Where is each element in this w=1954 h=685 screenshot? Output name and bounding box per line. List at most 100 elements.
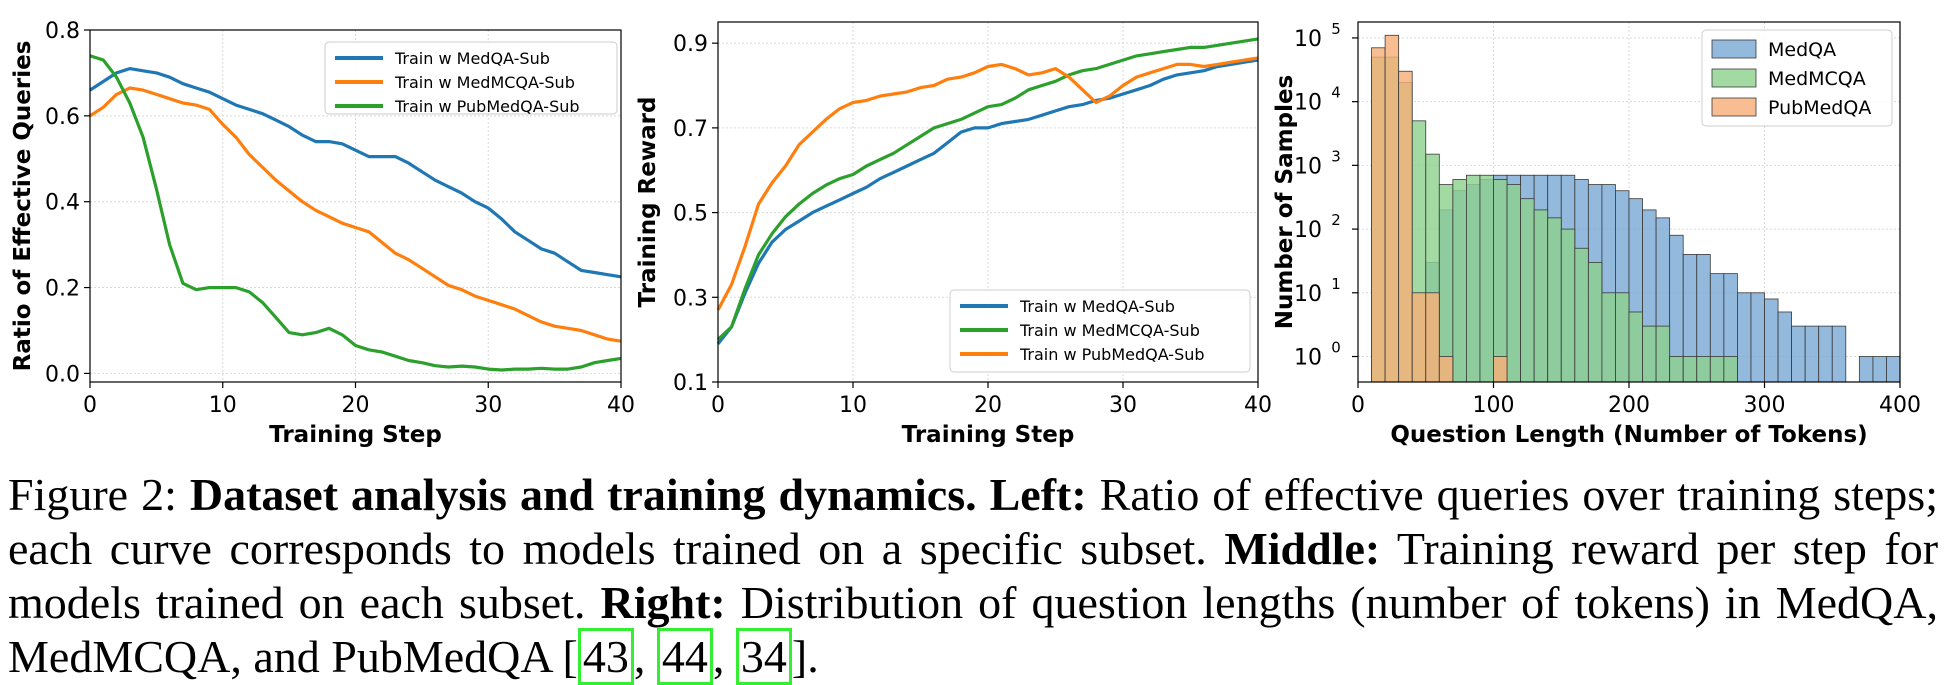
histogram-bar <box>1723 356 1738 383</box>
plot-frame <box>89 29 622 383</box>
citation-link-43[interactable]: 43 <box>577 628 634 685</box>
series-line <box>89 54 622 372</box>
chart-left-effective-queries: 0 10 20 30 40 0.0 0.2 0.4 0.6 0.8 Training Step Rat… <box>10 19 635 448</box>
x-tick-label: 0 <box>711 393 725 418</box>
caption-sep: , <box>712 631 736 682</box>
x-tick-label: 40 <box>1244 393 1272 418</box>
x-tick-label: 0 <box>1351 393 1365 418</box>
histogram-bar <box>1642 325 1657 383</box>
histogram-bar <box>1547 217 1562 383</box>
y-tick-label: 0.3 <box>673 286 708 311</box>
legend-label: Train w MedMCQA-Sub <box>394 73 575 92</box>
y-tick-label: 10 <box>1294 27 1322 52</box>
x-tick-label: 400 <box>1879 393 1921 418</box>
histogram-bar <box>1872 356 1887 383</box>
histogram-bar <box>1398 70 1413 383</box>
histogram-bar <box>1764 298 1779 383</box>
histogram-bar <box>1858 356 1874 383</box>
legend-label: Train w PubMedQA-Sub <box>1019 345 1205 364</box>
x-tick-label: 30 <box>474 393 502 418</box>
citation-link-34[interactable]: 34 <box>735 628 792 685</box>
histogram-bar <box>1425 292 1440 383</box>
y-tick-label: 10 <box>1294 346 1322 371</box>
y-tick-exponent: 0 <box>1331 339 1341 357</box>
histogram-bar <box>1804 325 1820 383</box>
caption-middle-text: Training reward per step for models trai… <box>8 523 1939 628</box>
series-line <box>716 37 1259 341</box>
x-axis-label: Training Step <box>269 422 442 448</box>
histogram-bar <box>1696 356 1711 383</box>
histogram-bar <box>1750 292 1765 383</box>
legend-box <box>949 289 1251 373</box>
caption-sep: , <box>633 631 657 682</box>
y-tick-label: 0.9 <box>673 32 708 57</box>
legend-label: MedQA <box>1768 39 1836 61</box>
histogram-bar <box>1601 292 1616 383</box>
histogram-bar <box>1479 174 1494 383</box>
x-tick-label: 10 <box>209 393 237 418</box>
y-tick-label: 0.7 <box>673 117 708 142</box>
x-tick-label: 10 <box>839 393 867 418</box>
y-tick-label: 0.8 <box>45 19 80 44</box>
histogram-bar <box>1587 261 1603 383</box>
histogram-bar <box>1737 292 1752 383</box>
x-tick-label: 200 <box>1608 393 1650 418</box>
x-tick-label: 30 <box>1109 393 1137 418</box>
y-axis-label: Ratio of Effective Queries <box>10 41 36 372</box>
x-tick-label: 0 <box>83 393 97 418</box>
x-tick-label: 40 <box>607 393 635 418</box>
y-tick-label: 0.1 <box>673 371 708 396</box>
histogram-bar <box>1533 209 1549 383</box>
caption-right-label: Right: <box>600 577 726 628</box>
legend-box <box>324 41 618 115</box>
caption-figure-label: Figure 2: <box>8 469 190 520</box>
y-tick-label: 0.6 <box>45 105 80 130</box>
histogram-bar <box>1493 356 1508 383</box>
y-tick-label: 0.5 <box>673 202 708 227</box>
histogram-bar <box>1818 325 1833 383</box>
histogram-bar <box>1438 356 1454 383</box>
x-tick-label: 20 <box>974 393 1002 418</box>
plot-frame <box>717 21 1259 383</box>
y-axis-label: Number of Samples <box>1272 75 1298 330</box>
histogram-bar <box>1520 198 1535 383</box>
histogram-bar <box>1886 356 1901 383</box>
series-line <box>716 56 1259 311</box>
histogram-bar <box>1506 184 1522 383</box>
histogram-bar <box>1777 311 1793 383</box>
y-tick-exponent: 2 <box>1331 211 1341 229</box>
legend-label: MedMCQA <box>1768 68 1866 90</box>
x-axis-label: Training Step <box>902 422 1075 448</box>
x-tick-label: 300 <box>1744 393 1786 418</box>
histogram-bar <box>1493 179 1508 383</box>
histogram-bar <box>1615 292 1630 383</box>
histogram-bar <box>1831 325 1847 383</box>
histogram-bar <box>1574 247 1589 383</box>
caption-middle-label: Middle: <box>1224 523 1381 574</box>
caption-left-text: Ratio of effective queries over training… <box>8 469 1938 574</box>
histogram-bar <box>1438 184 1454 383</box>
y-tick-label: 10 <box>1294 218 1322 243</box>
histogram-bar <box>1682 356 1698 383</box>
caption-end: ]. <box>791 631 819 682</box>
x-tick-label: 100 <box>1473 393 1515 418</box>
y-tick-exponent: 1 <box>1331 275 1341 293</box>
series-line <box>716 58 1259 345</box>
legend-label: PubMedQA <box>1768 97 1871 119</box>
citation-link-44[interactable]: 44 <box>656 628 713 685</box>
legend-label: Train w MedQA-Sub <box>1019 297 1175 316</box>
legend-label: Train w MedMCQA-Sub <box>1019 321 1200 340</box>
series-line <box>89 66 622 279</box>
histogram-bar <box>1411 292 1427 383</box>
plot-frame <box>1357 21 1901 383</box>
y-tick-label: 0.4 <box>45 191 80 216</box>
histogram-bar <box>1466 174 1481 383</box>
y-tick-label: 10 <box>1294 91 1322 116</box>
caption-left-label: Left: <box>989 469 1087 520</box>
histogram-bar <box>1669 356 1684 383</box>
series-line <box>89 86 622 343</box>
histogram-bar <box>1384 34 1400 383</box>
figure-caption: Figure 2: Dataset analysis and training … <box>8 468 1939 685</box>
